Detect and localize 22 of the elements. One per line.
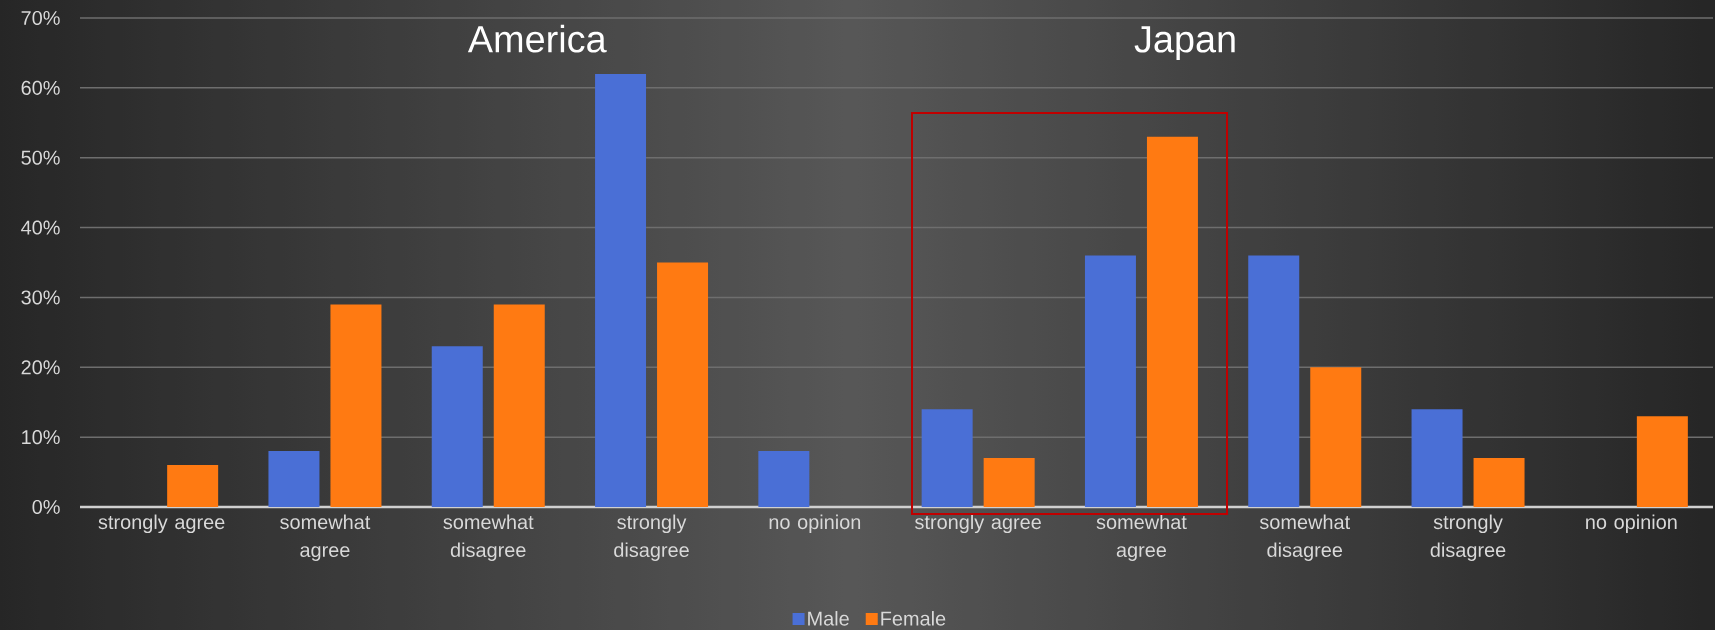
annotation: America — [467, 24, 607, 53]
y-tick-label: 30% — [21, 290, 60, 305]
x-tick-label: somewhat agree — [280, 514, 371, 561]
x-tick-label: strongly agree — [915, 514, 1041, 534]
x-tick-label: somewhat disagree — [443, 514, 534, 561]
annotation: Japan — [1134, 26, 1235, 61]
y-tick-label: 40% — [21, 220, 60, 235]
legend-label: Female — [881, 611, 946, 626]
y-tick-label: 20% — [21, 360, 60, 375]
x-tick-label: no opinion — [1586, 514, 1677, 534]
x-tick-label: somewhat agree — [1096, 514, 1187, 561]
y-tick-label: 10% — [22, 430, 60, 445]
x-tick-label: strongly disagree — [1430, 514, 1506, 561]
legend-label: Male — [808, 611, 849, 626]
y-tick-label: 60% — [21, 80, 60, 95]
x-tick-label: strongly agree — [98, 514, 225, 534]
x-tick-label: strongly disagree — [614, 514, 689, 561]
y-tick-label: 50% — [21, 150, 60, 165]
y-tick-label: 70% — [21, 10, 60, 26]
x-tick-label: somewhat disagree — [1259, 514, 1350, 561]
x-tick-label: no opinion — [769, 514, 861, 534]
y-tick-label: 0% — [32, 499, 60, 515]
